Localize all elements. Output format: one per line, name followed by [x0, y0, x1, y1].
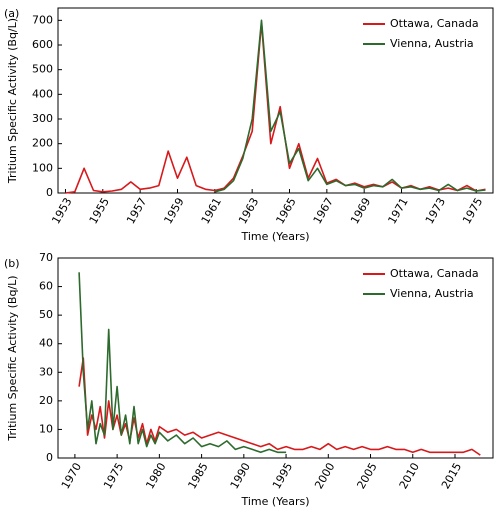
y-tick-label: 600: [32, 38, 53, 51]
x-tick-label: 2005: [354, 461, 379, 492]
x-tick-label: 1975: [460, 196, 485, 227]
legend-label: Ottawa, Canada: [390, 17, 479, 30]
series-line: [78, 272, 287, 454]
x-tick-label: 1961: [199, 196, 224, 227]
y-tick-label: 300: [32, 112, 53, 125]
x-tick-label: 1985: [186, 461, 211, 492]
legend-label: Vienna, Austria: [390, 37, 474, 50]
y-tick-label: 50: [39, 308, 53, 321]
y-tick-label: 20: [39, 394, 53, 407]
y-tick-label: 100: [32, 161, 53, 174]
x-tick-label: 2010: [397, 461, 422, 492]
y-tick-label: 40: [39, 337, 53, 350]
plot-frame: [57, 7, 494, 194]
series-line: [214, 19, 486, 193]
y-tick-label: 200: [32, 137, 53, 150]
y-axis-label: Tritium Specific Activity (Bq/L): [6, 18, 19, 184]
y-tick-label: 700: [32, 13, 53, 26]
x-tick-label: 1955: [87, 196, 112, 227]
x-tick-label: 1953: [49, 196, 74, 227]
x-tick-label: 1969: [348, 196, 373, 227]
x-tick-label: 1980: [143, 461, 168, 492]
x-tick-label: 2000: [312, 461, 337, 492]
x-tick-label: 1963: [236, 196, 261, 227]
y-tick-label: 70: [39, 251, 53, 264]
plot-frame: [57, 257, 494, 459]
x-tick-label: 1973: [423, 196, 448, 227]
y-tick-label: 0: [46, 451, 53, 464]
x-tick-label: 1971: [385, 196, 410, 227]
x-tick-label: 1970: [59, 461, 84, 492]
x-tick-label: 1990: [228, 461, 253, 492]
y-tick-label: 60: [39, 280, 53, 293]
legend-label: Ottawa, Canada: [390, 267, 479, 280]
x-tick-label: 1967: [311, 196, 336, 227]
x-tick-label: 2015: [439, 461, 464, 492]
x-axis-label: Time (Years): [240, 495, 309, 508]
panel-label: (b): [4, 257, 20, 270]
y-axis-label: Tritium Specific Activity (Bq/L): [6, 275, 19, 441]
x-tick-label: 1995: [270, 461, 295, 492]
panel-label: (a): [4, 7, 19, 20]
x-tick-label: 1965: [273, 196, 298, 227]
y-tick-label: 400: [32, 87, 53, 100]
series-line: [78, 357, 481, 456]
y-tick-label: 10: [39, 422, 53, 435]
x-tick-label: 1957: [124, 196, 149, 227]
y-tick-label: 500: [32, 63, 53, 76]
y-tick-label: 30: [39, 365, 53, 378]
legend-label: Vienna, Austria: [390, 287, 474, 300]
x-axis-label: Time (Years): [240, 230, 309, 243]
x-tick-label: 1975: [101, 461, 126, 492]
x-tick-label: 1959: [161, 196, 186, 227]
y-tick-label: 0: [46, 186, 53, 199]
